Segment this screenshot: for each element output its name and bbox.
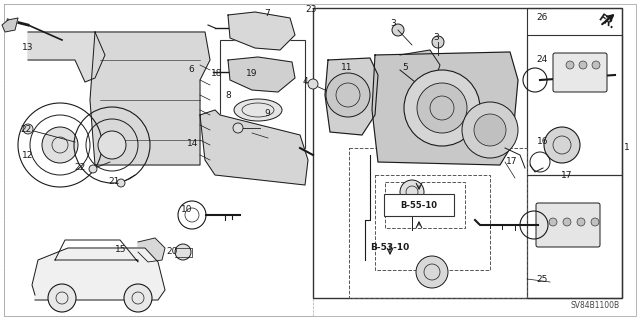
Text: FR.: FR.	[596, 13, 616, 31]
Bar	[220, 40, 305, 148]
Text: 15: 15	[115, 245, 126, 254]
Circle shape	[417, 83, 467, 133]
Text: 10: 10	[180, 205, 192, 214]
Bar	[375, 175, 490, 270]
Circle shape	[175, 244, 191, 260]
Polygon shape	[200, 110, 308, 185]
Text: B-55-10: B-55-10	[401, 201, 438, 210]
Text: 26: 26	[536, 12, 548, 21]
Circle shape	[544, 127, 580, 163]
Circle shape	[591, 218, 599, 226]
Ellipse shape	[234, 99, 282, 121]
Text: 7: 7	[264, 10, 270, 19]
Text: 24: 24	[537, 55, 548, 65]
Polygon shape	[2, 18, 18, 32]
Text: B-53-10: B-53-10	[371, 244, 410, 252]
Text: 19: 19	[246, 68, 257, 77]
Text: 11: 11	[341, 63, 353, 73]
FancyBboxPatch shape	[384, 194, 454, 216]
Text: 9: 9	[264, 109, 270, 118]
Text: 22: 22	[75, 164, 86, 172]
Text: 16: 16	[536, 138, 548, 147]
Circle shape	[89, 165, 97, 173]
Circle shape	[462, 102, 518, 158]
Circle shape	[124, 284, 152, 312]
Text: 5: 5	[402, 63, 408, 73]
Text: 3: 3	[433, 33, 439, 42]
Text: 21: 21	[109, 178, 120, 187]
FancyBboxPatch shape	[536, 203, 600, 247]
Text: 23: 23	[306, 4, 317, 13]
Text: 22: 22	[20, 125, 31, 134]
Polygon shape	[325, 58, 378, 135]
Text: 14: 14	[187, 139, 198, 148]
Circle shape	[566, 61, 574, 69]
Bar	[349, 148, 527, 298]
Text: 17: 17	[561, 171, 573, 180]
Circle shape	[23, 124, 33, 134]
Circle shape	[42, 127, 78, 163]
Text: 17: 17	[506, 157, 517, 166]
Text: 25: 25	[536, 276, 548, 284]
Text: 18: 18	[211, 68, 222, 77]
Circle shape	[392, 24, 404, 36]
Circle shape	[117, 179, 125, 187]
Text: 13: 13	[22, 43, 33, 52]
Polygon shape	[28, 32, 105, 82]
Text: 12: 12	[22, 150, 33, 159]
Polygon shape	[228, 57, 295, 92]
Circle shape	[592, 61, 600, 69]
Circle shape	[400, 180, 424, 204]
Circle shape	[48, 284, 76, 312]
Polygon shape	[32, 248, 165, 300]
Text: 20: 20	[166, 247, 178, 257]
Text: 3: 3	[390, 20, 396, 28]
Text: 8: 8	[225, 92, 231, 100]
Circle shape	[98, 131, 126, 159]
Text: 1: 1	[624, 143, 630, 153]
Polygon shape	[138, 238, 165, 262]
Circle shape	[233, 123, 243, 133]
Circle shape	[416, 256, 448, 288]
Circle shape	[579, 61, 587, 69]
Circle shape	[308, 79, 318, 89]
Text: SV84B1100B: SV84B1100B	[571, 301, 620, 310]
Circle shape	[432, 36, 444, 48]
Bar	[527, 35, 622, 175]
Bar	[527, 175, 622, 298]
Bar	[313, 8, 622, 298]
Circle shape	[326, 73, 370, 117]
Text: 6: 6	[188, 66, 194, 75]
Text: 4: 4	[302, 77, 308, 86]
Circle shape	[577, 218, 585, 226]
Bar	[4, 4, 313, 316]
Polygon shape	[228, 12, 295, 50]
Circle shape	[549, 218, 557, 226]
Polygon shape	[400, 50, 440, 82]
Circle shape	[563, 218, 571, 226]
FancyBboxPatch shape	[553, 53, 607, 92]
Bar	[527, 8, 622, 298]
Circle shape	[404, 70, 480, 146]
Polygon shape	[90, 32, 210, 165]
Circle shape	[474, 114, 506, 146]
Bar	[385, 182, 465, 228]
Polygon shape	[372, 52, 518, 165]
